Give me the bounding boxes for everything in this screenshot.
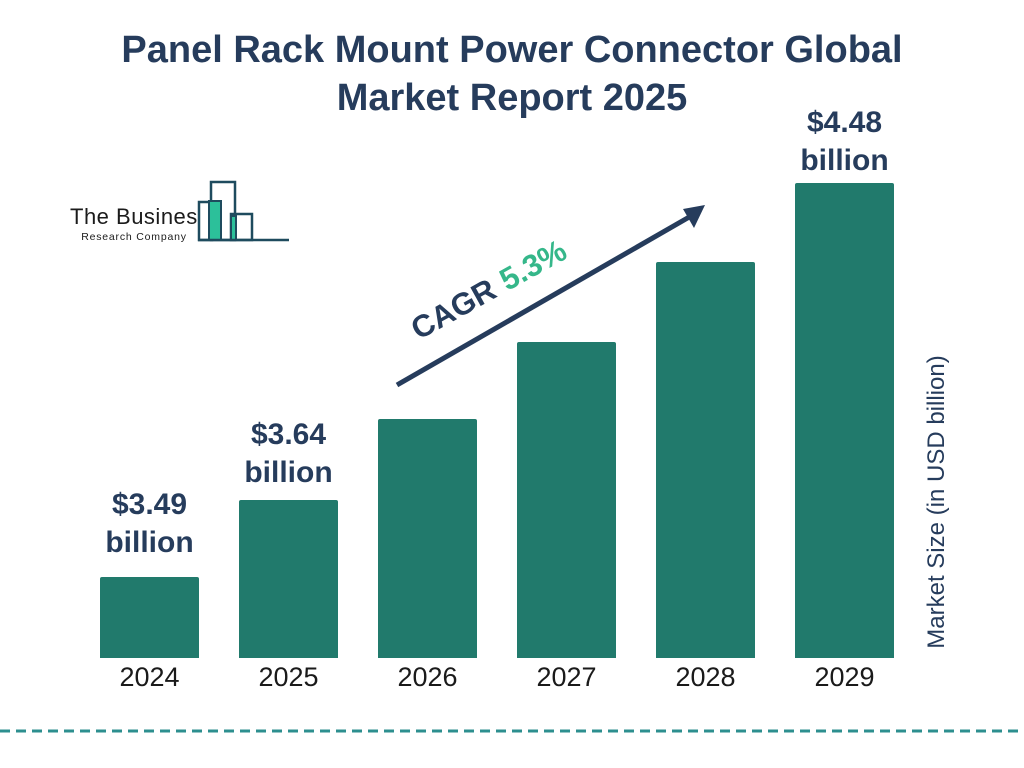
x-tick-2026: 2026 [397,662,458,692]
bar-2026 [378,419,477,658]
bar-2024 [100,577,199,658]
cagr-annotation: CAGR5.3% [388,223,591,357]
x-tick-2025: 2025 [258,662,319,692]
chart-title: Panel Rack Mount Power Connector Global … [0,26,1024,122]
y-axis-label: Market Size (in USD billion) [923,355,950,649]
company-name: The Business [70,204,210,229]
value-label-2029: $4.48 billion [800,106,889,177]
cagr-label: CAGR [405,271,502,347]
bar-2028 [656,262,755,658]
cagr-value: 5.3% [493,232,573,298]
chart-title-line1: Panel Rack Mount Power Connector Global [121,29,903,71]
bar-2027 [517,342,616,658]
bar-2025 [239,500,338,658]
company-logo-text: The Business Research Company [70,204,210,243]
value-label-2024: $3.49 billion [105,488,194,559]
chart-title-line2: Market Report 2025 [336,77,688,119]
bar-chart-logo-icon [197,180,289,242]
x-tick-2029: 2029 [814,662,875,692]
company-subtitle: Research Company [81,231,187,243]
x-tick-2027: 2027 [536,662,597,692]
bar-2029 [795,183,894,658]
company-logo: The Business Research Company [70,178,289,248]
x-tick-2024: 2024 [119,662,180,692]
value-label-2025: $3.64 billion [244,418,333,489]
x-tick-2028: 2028 [675,662,736,692]
